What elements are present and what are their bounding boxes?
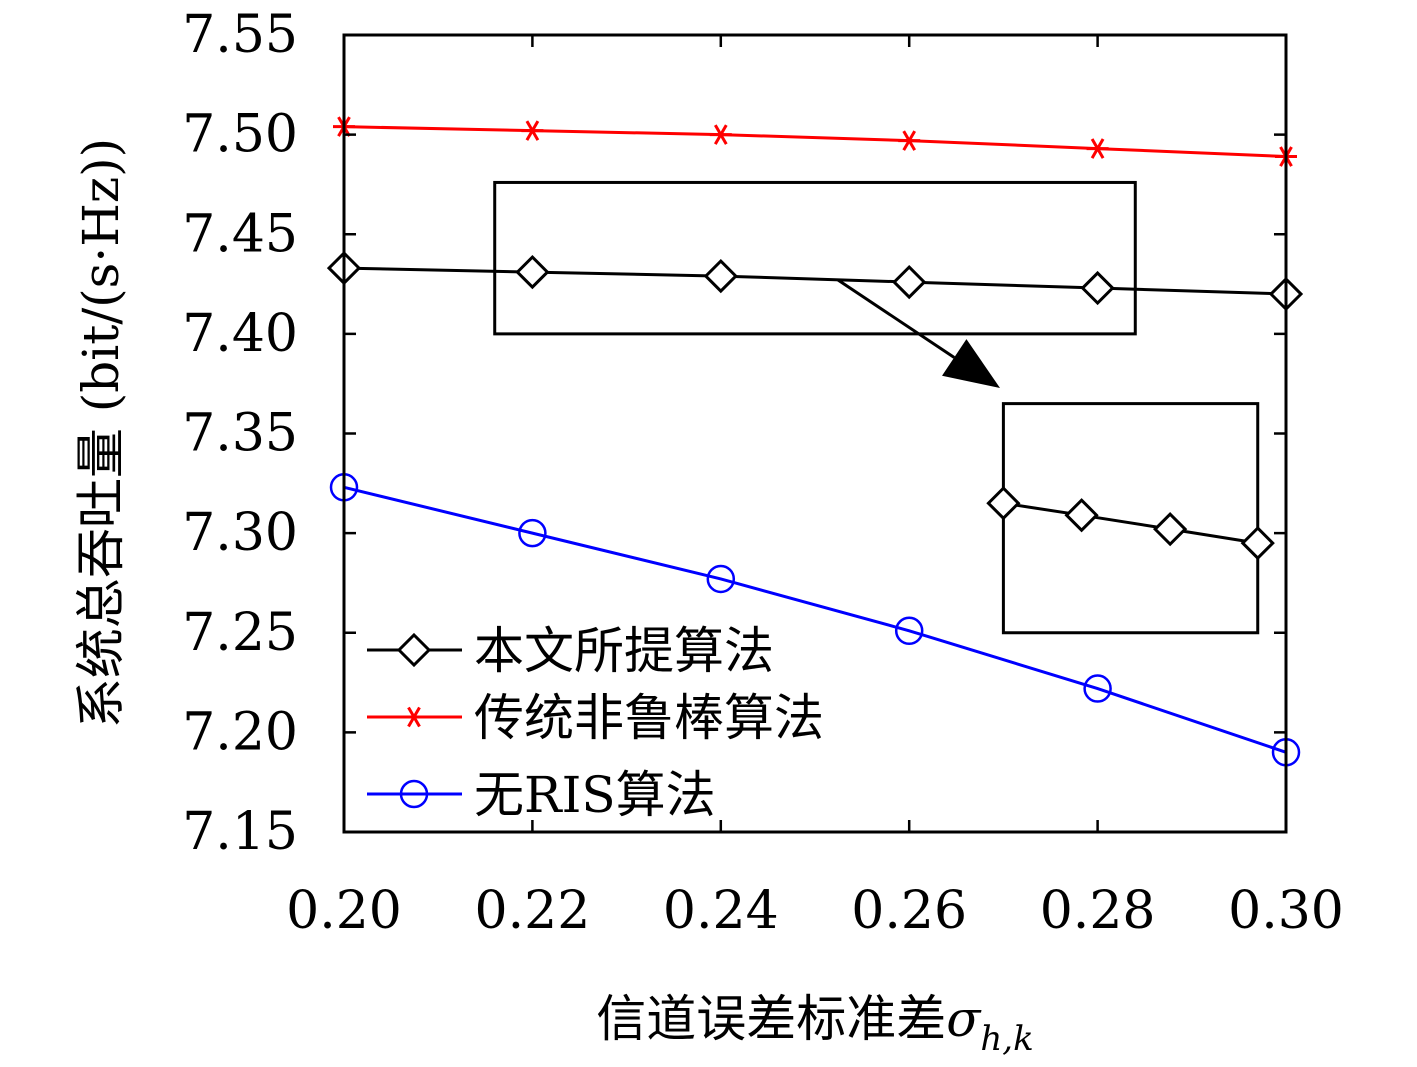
series-0 (326, 251, 1304, 312)
legend-item: 无RIS算法 (367, 766, 716, 824)
data-point (1083, 674, 1112, 703)
inset-data-point (1153, 512, 1188, 547)
legend-label: 本文所提算法 (474, 622, 774, 680)
y-tick-label: 7.20 (182, 702, 298, 762)
x-axis-label-subscript: h,k (980, 1019, 1033, 1059)
y-tick-label: 7.50 (182, 105, 298, 165)
inset-data-point-shape (986, 486, 1021, 521)
inset-box (1001, 402, 1260, 635)
inset-data-point-shape (1064, 498, 1099, 533)
inset-series (986, 486, 1275, 561)
data-point (706, 564, 736, 594)
data-point (892, 264, 927, 300)
zoom-inset-layer (493, 180, 1260, 635)
inset-data-point-shape (1153, 512, 1188, 547)
legend-label: 传统非鲁棒算法 (474, 689, 824, 747)
x-axis-label-text: 信道误差标准差 (596, 990, 946, 1048)
y-tick-label: 7.15 (182, 802, 298, 862)
data-point-shape (1080, 270, 1115, 306)
data-point-shape (1083, 674, 1112, 703)
legend-marker (396, 632, 432, 668)
y-tick-label: 7.25 (182, 603, 298, 663)
data-point (1080, 270, 1115, 306)
data-point-shape (892, 264, 927, 300)
data-point-shape (894, 616, 924, 646)
series-layer (326, 116, 1304, 767)
zoom-region-box (493, 180, 1137, 336)
series-line (343, 125, 1287, 159)
legend-item: 传统非鲁棒算法 (367, 689, 824, 747)
legend-label: 无RIS算法 (474, 766, 716, 824)
x-tick-label: 0.30 (1228, 881, 1344, 941)
data-point-stroke (714, 124, 728, 145)
tick-labels-layer: 0.20 0.22 0.24 0.26 0.28 0.30 7.15 7.20 7.25 7.30… (182, 5, 1344, 941)
ticks-layer (342, 33, 1288, 834)
x-axis-label: 信道误差标准差σh,k (596, 990, 1033, 1059)
data-point-stroke (1090, 138, 1105, 159)
data-point (518, 518, 547, 548)
x-tick-label: 0.22 (475, 881, 591, 941)
y-tick-label: 7.45 (182, 204, 298, 264)
inset-data-point (1240, 525, 1275, 561)
y-axis-label: 系统总吞吐量 (bit/(s·Hz)) (72, 138, 130, 728)
inset-series-line (1003, 501, 1258, 545)
y-tick-label: 7.40 (182, 304, 298, 364)
x-axis-label-symbol: σ (946, 990, 982, 1048)
legend-item: 本文所提算法 (367, 622, 774, 680)
inset-data-point (986, 486, 1021, 521)
series-line (343, 266, 1287, 296)
x-tick-label: 0.28 (1040, 881, 1156, 941)
data-point (709, 124, 732, 145)
data-point (898, 130, 921, 151)
data-point (521, 120, 544, 141)
legend-marker-shape (399, 779, 429, 809)
data-point (1086, 138, 1109, 159)
legend-marker-stroke (407, 706, 421, 728)
inset-data-point (1064, 498, 1099, 533)
legend-marker-shape (396, 632, 432, 668)
zoom-arrow-head (942, 339, 1000, 388)
series-1 (333, 116, 1297, 167)
legend-marker (399, 779, 429, 809)
y-tick-label: 7.55 (182, 5, 298, 65)
zoom-arrow-line (837, 278, 956, 359)
data-point-shape (703, 258, 738, 294)
x-tick-label: 0.20 (286, 881, 402, 941)
data-point (515, 254, 550, 290)
data-point-shape (706, 564, 736, 594)
data-point-shape (518, 518, 547, 548)
y-tick-label: 7.30 (182, 503, 298, 563)
series-line (343, 485, 1287, 754)
data-point (894, 616, 924, 646)
x-tick-label: 0.26 (851, 881, 967, 941)
y-tick-label: 7.35 (182, 404, 298, 464)
x-tick-label: 0.24 (663, 881, 779, 941)
data-point (703, 258, 738, 294)
data-point-stroke (525, 120, 540, 141)
legend-marker (403, 706, 425, 728)
data-point-stroke (902, 130, 916, 151)
inset-data-point-shape (1240, 525, 1275, 561)
data-point-shape (515, 254, 550, 290)
